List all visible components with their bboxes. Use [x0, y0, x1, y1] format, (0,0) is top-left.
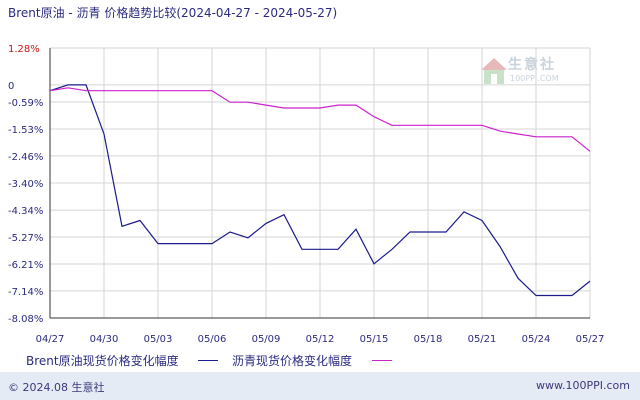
y-tick-label: 1.28% [8, 44, 40, 55]
legend-swatch-asphalt [372, 360, 392, 361]
x-tick-label: 04/27 [36, 334, 65, 345]
x-tick-label: 05/21 [468, 334, 497, 345]
site-link[interactable]: www.100PPI.com [536, 379, 630, 392]
y-tick-label: -1.53% [8, 125, 43, 136]
series-lines [49, 84, 591, 297]
legend-label-asphalt: 沥青现货价格变化幅度 [232, 354, 353, 368]
y-tick-label: -0.59% [8, 98, 43, 109]
legend-swatch-brent [198, 360, 218, 361]
y-tick-label: -8.08% [8, 314, 43, 325]
y-tick-label: -2.46% [8, 152, 43, 163]
grid-lines [49, 47, 591, 319]
watermark-url: 100PPI.COM [510, 74, 559, 83]
x-tick-label: 05/09 [252, 334, 281, 345]
y-tick-label: -7.14% [8, 287, 43, 298]
axes [49, 48, 590, 319]
watermark-name: 生意社 [508, 57, 556, 73]
y-tick-labels: 1.28% 0 -0.59% -1.53% -2.46% -3.40% -4.34% -5.2… [8, 44, 43, 325]
y-tick-label: 0 [8, 81, 14, 92]
x-tick-label: 05/03 [144, 334, 173, 345]
legend-label-brent: Brent原油现货价格变化幅度 [26, 354, 179, 368]
y-tick-label: -3.40% [8, 179, 43, 190]
copyright-text: © 2024.08 生意社 [8, 381, 105, 394]
x-tick-label: 05/18 [414, 334, 443, 345]
chart-title: Brent原油 - 沥青 价格趋势比较(2024-04-27 - 2024-05… [8, 6, 338, 20]
x-tick-label: 05/27 [576, 334, 605, 345]
series-line-brent [49, 84, 591, 297]
x-tick-label: 05/15 [360, 334, 389, 345]
footer-bar [0, 372, 640, 400]
house-logo-icon [481, 58, 507, 84]
x-tick-labels: 04/27 04/30 05/03 05/06 05/09 05/12 05/15 05/18… [36, 334, 605, 345]
x-tick-label: 05/06 [198, 334, 227, 345]
line-chart: 1.28% 0 -0.59% -1.53% -2.46% -3.40% -4.34% -5.2… [8, 44, 605, 345]
y-tick-label: -5.27% [8, 233, 43, 244]
y-tick-label: -6.21% [8, 260, 43, 271]
x-tick-label: 05/24 [522, 334, 551, 345]
series-line-asphalt [49, 87, 591, 152]
y-tick-label: -4.34% [8, 206, 43, 217]
watermark-logo: 生意社 100PPI.COM [478, 54, 578, 90]
x-tick-label: 04/30 [90, 334, 119, 345]
x-tick-label: 05/12 [306, 334, 335, 345]
